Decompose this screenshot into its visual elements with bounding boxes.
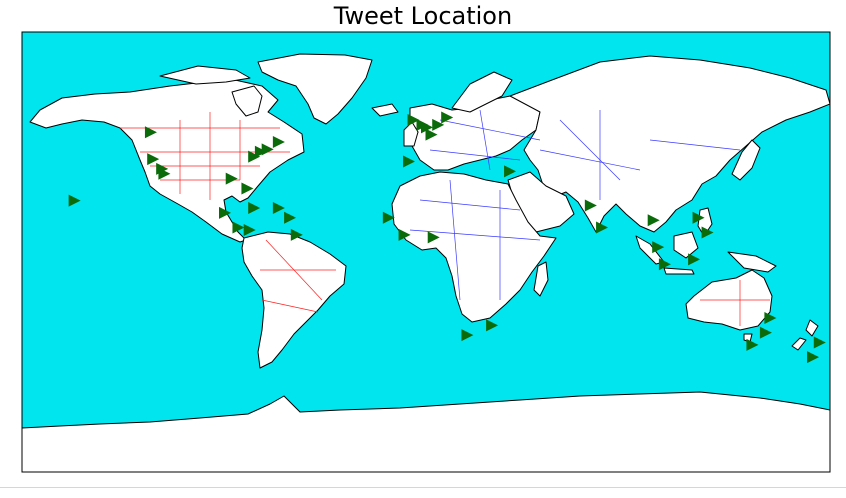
tweet-marker [652,241,665,254]
tweet-marker [764,312,777,324]
tweet-markers [68,111,826,364]
tweet-marker [254,145,267,158]
java [663,267,695,275]
tweet-marker [427,231,440,244]
tweet-marker [272,136,285,148]
baffin-island [231,85,263,117]
tweet-marker [441,111,454,124]
tweet-marker [584,199,597,212]
tweet-marker [688,253,701,266]
tweet-marker [403,155,416,168]
tweet-marker [407,114,420,126]
arctic-islands [159,65,251,85]
tweet-marker [486,319,499,332]
antarctica [22,391,830,472]
tweet-marker [243,224,256,236]
tweet-marker [248,150,261,163]
tweet-marker [144,126,157,139]
tweet-marker [261,143,274,156]
tweet-marker [272,202,285,214]
divider [0,487,846,488]
tweet-marker [596,221,609,234]
tweet-marker [425,128,438,141]
new-guinea [727,251,777,273]
tweet-marker [759,326,772,339]
tweet-marker [746,338,759,351]
tweet-marker [504,165,517,178]
tweet-marker [421,121,433,134]
borneo [673,231,699,259]
tweet-marker [147,153,160,166]
iceland [371,103,399,117]
greenland [257,53,373,125]
tweet-marker [461,329,474,342]
tweet-marker [290,228,303,241]
tweet-marker [382,211,395,224]
tweet-marker [284,211,297,224]
japan [731,139,761,181]
tweet-marker [813,336,826,349]
tweet-marker [232,221,245,234]
tweet-marker [432,118,445,131]
south-america [241,231,347,369]
map-frame [21,31,831,473]
tweet-marker [692,211,705,224]
tweet-marker [225,172,238,185]
tweet-marker [658,258,671,271]
new-zealand [791,319,819,351]
tweet-marker [647,214,660,227]
tweet-marker [398,228,411,241]
madagascar [533,261,549,297]
tweet-marker [701,226,714,239]
tweet-marker [241,182,254,195]
scandinavia [451,71,513,113]
tweet-marker [158,167,171,180]
tweet-marker [248,202,261,214]
map-title: Tweet Location [333,2,513,30]
tweet-marker [807,351,820,364]
tweet-marker [219,206,231,219]
tweet-marker [68,194,81,207]
